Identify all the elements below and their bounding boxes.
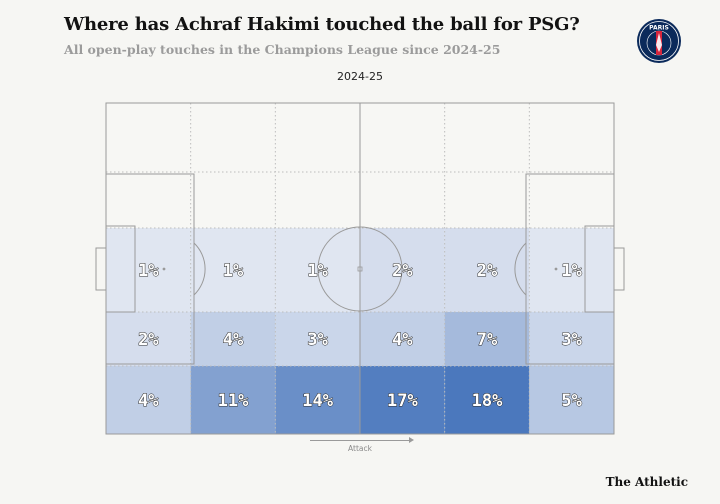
attack-direction: Attack — [310, 437, 414, 453]
season-label: 2024-25 — [337, 70, 383, 83]
heatmap-cell — [360, 366, 445, 434]
cell-value-label: 3% — [307, 330, 328, 350]
heatmap-cell — [529, 366, 614, 434]
cell-value-label: 14% — [302, 391, 333, 411]
heatmap-cell — [106, 366, 191, 434]
cell-value-label: 18% — [472, 391, 503, 411]
chart-subtitle: All open-play touches in the Champions L… — [64, 42, 501, 57]
penalty-arc-left — [193, 242, 206, 296]
goal-left — [95, 247, 107, 291]
penalty-spot-left — [162, 267, 166, 271]
penalty-arc-right — [514, 242, 527, 296]
penalty-spot-right — [554, 267, 558, 271]
cell-value-label: 5% — [561, 391, 582, 411]
centre-circle — [317, 226, 403, 312]
cell-value-label: 1% — [307, 261, 328, 281]
heatmap-cell — [360, 312, 445, 366]
heatmap-cell — [275, 366, 360, 434]
heatmap-cell — [529, 228, 614, 312]
heatmap-cell — [106, 228, 191, 312]
cell-value-label: 1% — [138, 261, 159, 281]
heatmap-cell — [444, 366, 530, 434]
heatmap-cell — [106, 312, 191, 366]
cell-value-label: 1% — [561, 261, 582, 281]
cell-value-label: 2% — [477, 261, 498, 281]
attack-arrow-icon — [310, 437, 414, 443]
cell-value-label: 4% — [392, 330, 413, 350]
cell-value-label: 4% — [223, 330, 244, 350]
heatmap-cell — [275, 312, 360, 366]
centre-spot — [357, 266, 363, 272]
cell-value-label: 17% — [387, 391, 418, 411]
cell-value-label: 3% — [561, 330, 582, 350]
psg-crest-icon: PARIS — [637, 19, 681, 63]
heatmap-cell — [190, 366, 276, 434]
cell-value-label: 2% — [138, 330, 159, 350]
cell-value-label: 1% — [223, 261, 244, 281]
heatmap-cell — [529, 312, 614, 366]
heatmap-cell — [444, 312, 530, 366]
cell-value-label: 11% — [218, 391, 249, 411]
brand-logo: The Athletic — [605, 475, 688, 489]
cell-value-label: 2% — [392, 261, 413, 281]
chart-title: Where has Achraf Hakimi touched the ball… — [64, 14, 580, 35]
attack-label: Attack — [348, 444, 372, 453]
cell-value-label: 7% — [477, 330, 498, 350]
heatmap-cell — [190, 312, 276, 366]
cell-value-label: 4% — [138, 391, 159, 411]
goal-right — [613, 247, 625, 291]
badge-text: PARIS — [649, 25, 669, 32]
